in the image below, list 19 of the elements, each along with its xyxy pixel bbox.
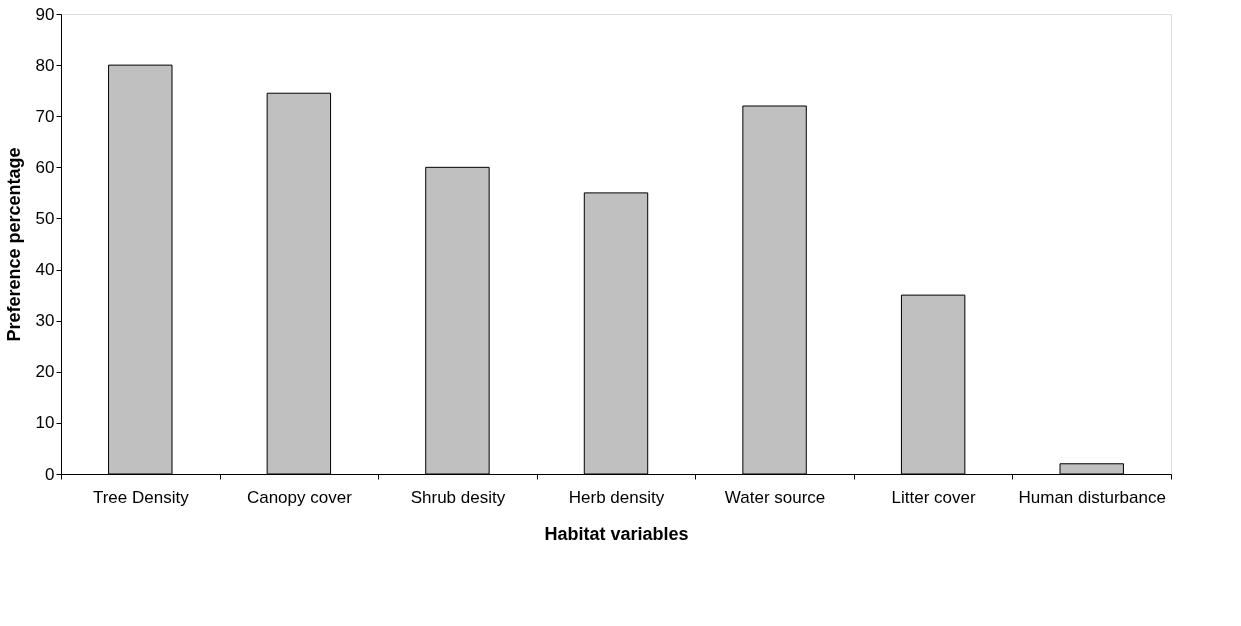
y-tick-label: 20 — [35, 362, 55, 382]
x-tick-label: Shrub desity — [410, 487, 506, 507]
y-axis-title: Preference percentage — [3, 147, 24, 342]
x-tick-label: Canopy cover — [246, 487, 353, 507]
y-tick-label: 70 — [35, 106, 55, 126]
x-tick-label: Herb density — [568, 487, 665, 507]
y-tick-label: 60 — [35, 157, 55, 177]
y-tick-label: 0 — [45, 464, 55, 484]
y-tick-label: 90 — [35, 4, 55, 24]
y-tick-label: 30 — [35, 311, 55, 331]
x-tick-label: Human disturbance — [1018, 487, 1166, 507]
y-tick-label: 40 — [35, 260, 55, 280]
x-axis-title: Habitat variables — [544, 523, 689, 544]
y-tick-label: 10 — [35, 413, 55, 433]
x-tick-label: Litter cover — [891, 487, 977, 507]
x-tick-label: Water source — [724, 487, 826, 507]
y-tick-label: 80 — [35, 55, 55, 75]
y-tick-label: 50 — [35, 208, 55, 228]
x-tick-label: Tree Density — [92, 487, 190, 507]
